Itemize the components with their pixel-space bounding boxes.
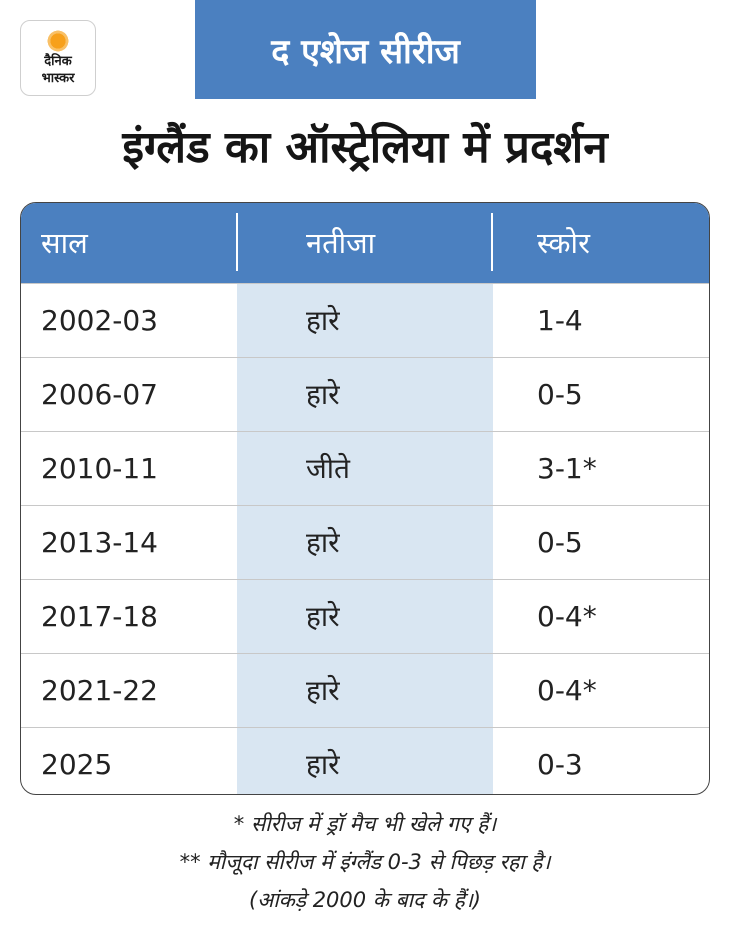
result-cell: हारे [306,748,340,781]
result-column-shading [237,283,493,794]
year-cell: 2002-03 [41,304,158,337]
score-cell: 1-4 [537,304,583,337]
logo-text-line-2: भास्कर [41,71,75,86]
table-row: 2017-18 हारे 0-4* [21,579,709,653]
page-title: इंग्लैंड का ऑस्ट्रेलिया में प्रदर्शन [122,122,608,173]
table-header: साल नतीजा स्कोर [21,203,709,283]
result-cell: हारे [306,674,340,707]
table-row: 2006-07 हारे 0-5 [21,357,709,431]
table-row: 2010-11 जीते 3-1* [21,431,709,505]
series-banner: द एशेज सीरीज [195,0,536,99]
results-table: साल नतीजा स्कोर 2002-03 हारे 1-4 2006-07 हार… [20,202,710,795]
score-cell: 0-4* [537,600,597,633]
result-cell: जीते [306,452,350,485]
sun-icon [44,27,72,55]
year-cell: 2006-07 [41,378,158,411]
table-row: 2025 हारे 0-3 [21,727,709,794]
score-cell: 0-3 [537,748,583,781]
result-cell: हारे [306,304,340,337]
header-divider [236,213,238,271]
score-cell: 0-5 [537,526,583,559]
year-cell: 2025 [41,748,113,781]
year-cell: 2010-11 [41,452,158,485]
result-cell: हारे [306,526,340,559]
header-result: नतीजा [306,226,376,260]
result-cell: हारे [306,378,340,411]
header-year: साल [41,226,88,260]
year-cell: 2021-22 [41,674,158,707]
score-cell: 0-5 [537,378,583,411]
score-cell: 3-1* [537,452,597,485]
result-cell: हारे [306,600,340,633]
score-cell: 0-4* [537,674,597,707]
year-cell: 2013-14 [41,526,158,559]
dainik-bhaskar-logo: दैनिक भास्कर [20,20,96,96]
logo-text-line-1: दैनिक [44,54,72,69]
header-divider [491,213,493,271]
footnote-line: * सीरीज में ड्रॉ मैच भी खेले गए हैं। [233,812,497,836]
footnote-line: ** मौजूदा सीरीज में इंग्लैंड 0-3 से पिछड… [179,850,551,874]
table-row: 2013-14 हारे 0-5 [21,505,709,579]
header-score: स्कोर [537,226,590,260]
table-row: 2002-03 हारे 1-4 [21,283,709,357]
table-row: 2021-22 हारे 0-4* [21,653,709,727]
year-cell: 2017-18 [41,600,158,633]
footnote-line: (आंकड़े 2000 के बाद के हैं।) [249,888,481,912]
